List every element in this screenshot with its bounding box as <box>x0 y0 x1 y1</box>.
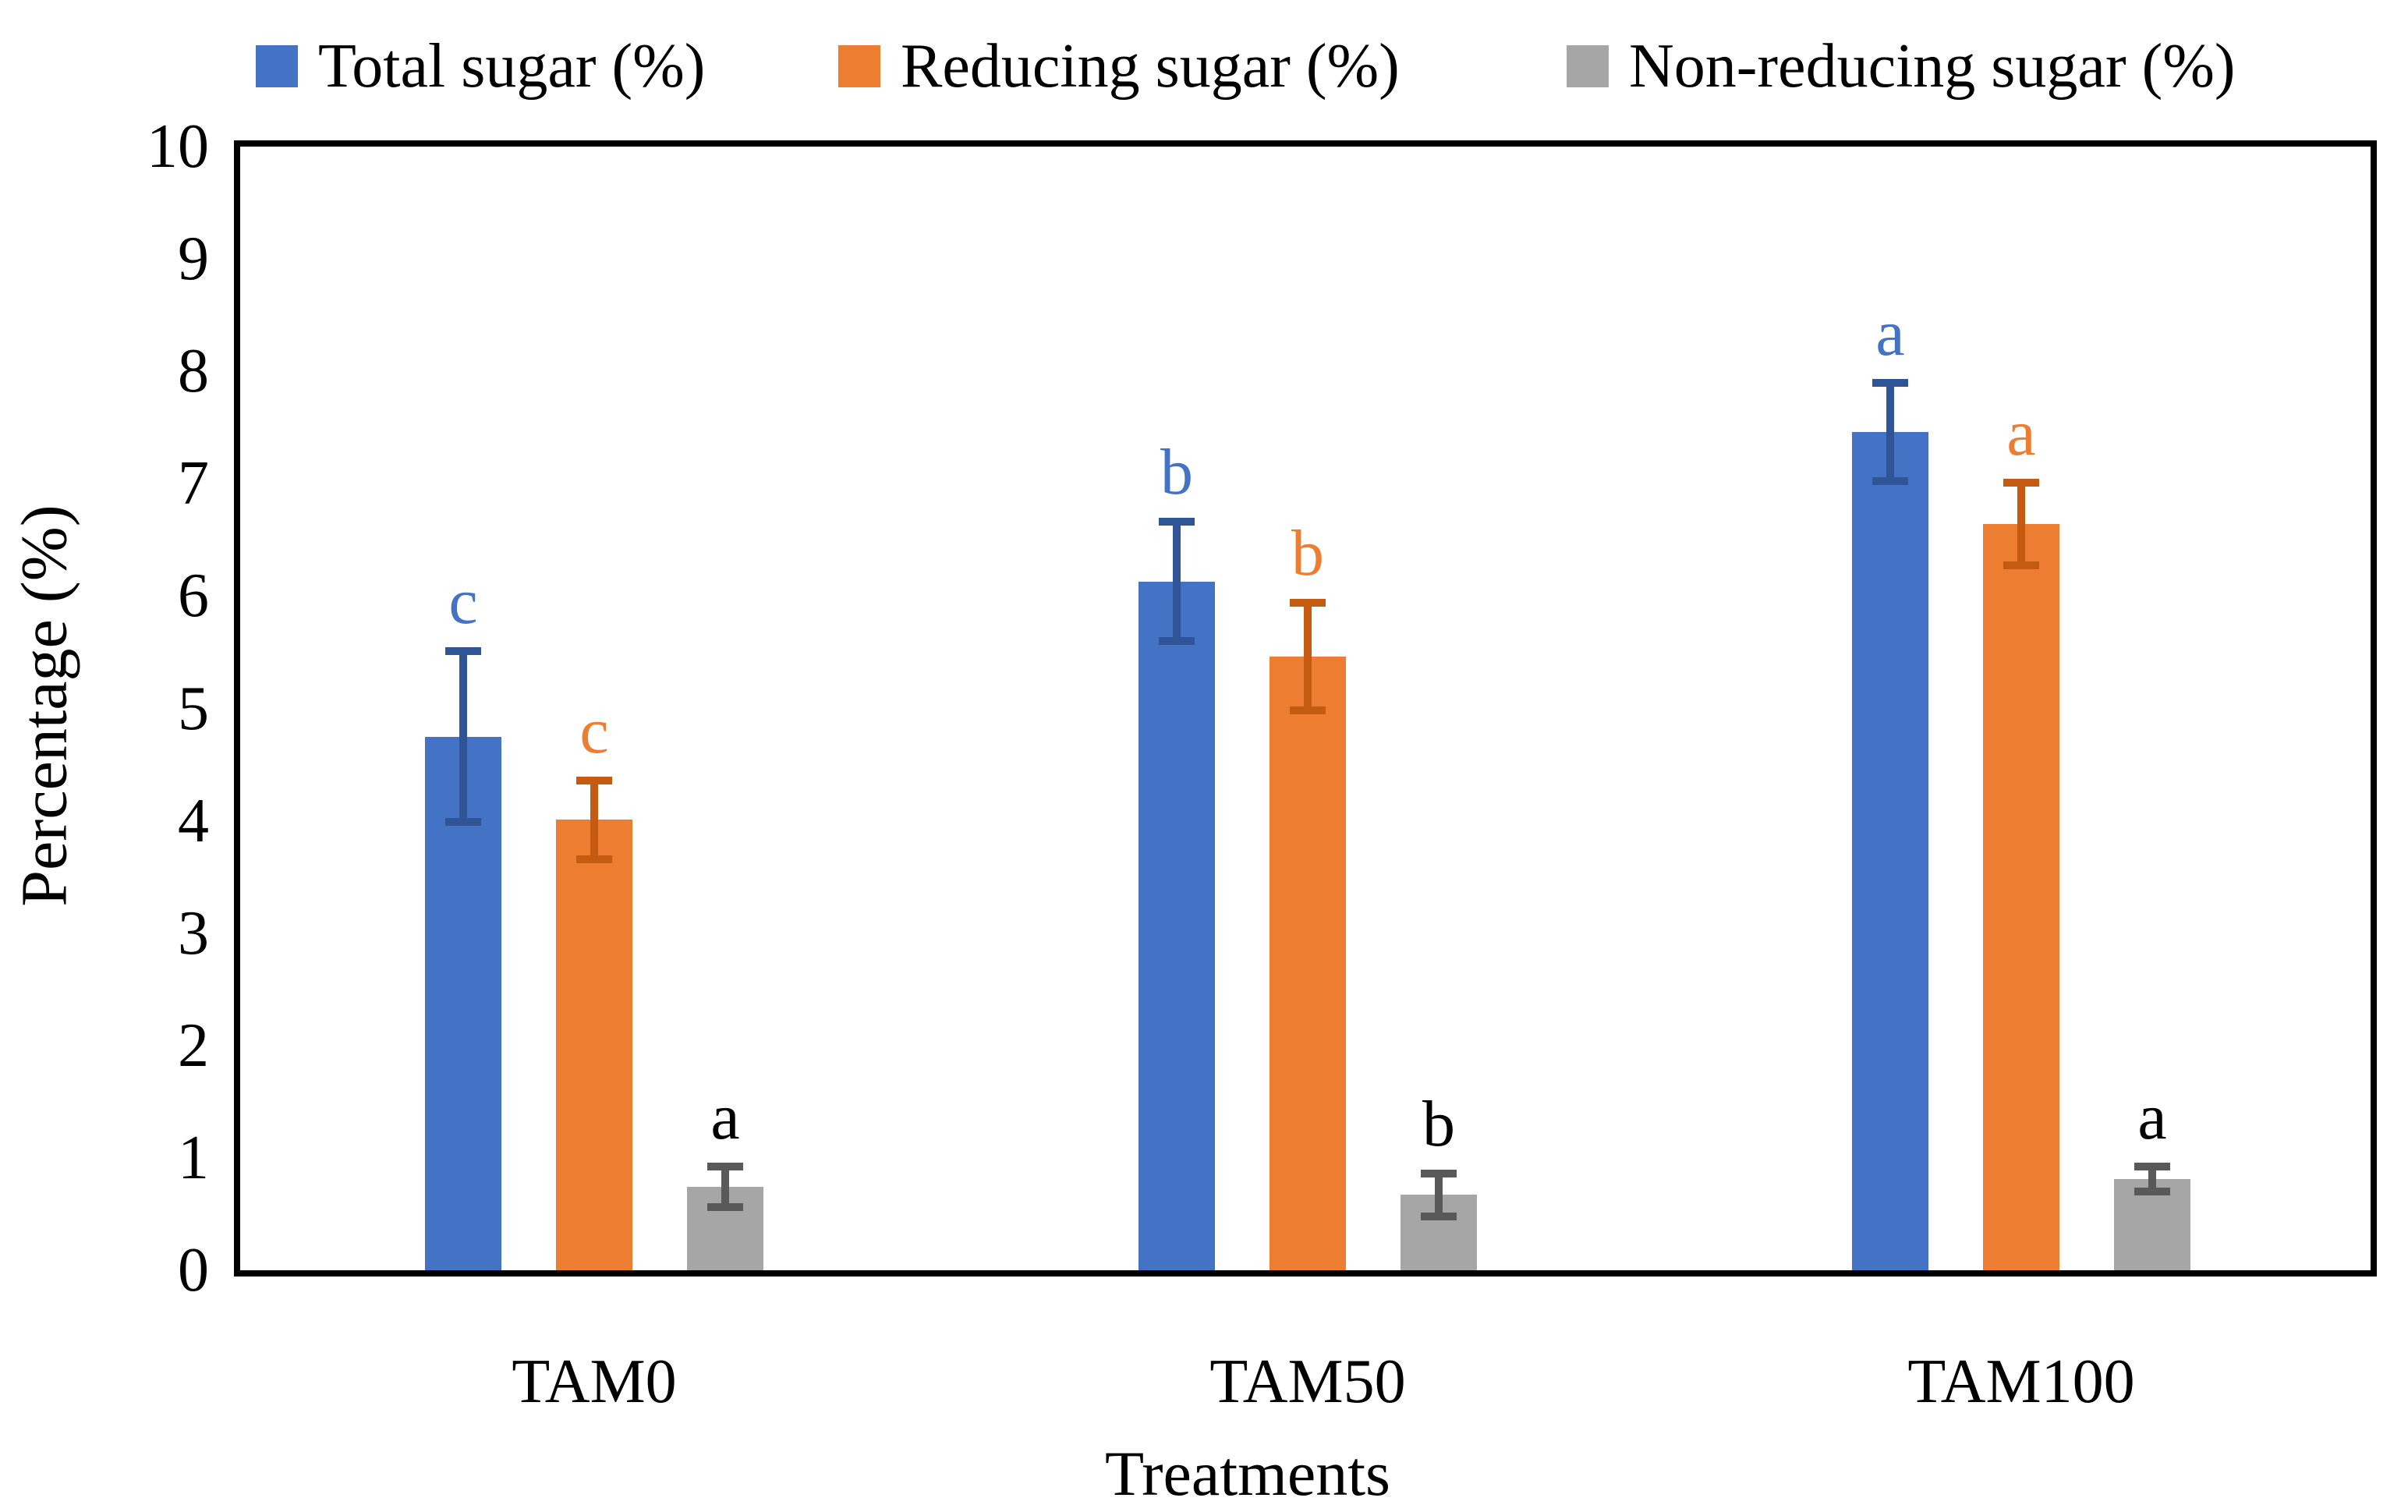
plot-inner: c b a c b a a b a <box>240 147 2371 1270</box>
legend-label-reducing-sugar: Reducing sugar (%) <box>901 32 1400 101</box>
legend-item-reducing-sugar: Reducing sugar (%) <box>838 35 1400 97</box>
significance-letter: c <box>448 565 478 638</box>
significance-letter: a <box>710 1081 740 1154</box>
error-bar-cap <box>2134 1188 2170 1196</box>
bar-TAM100-series2 <box>1983 524 2059 1270</box>
error-bar-cap <box>1872 378 1908 387</box>
y-tick-label-4: 4 <box>178 786 209 855</box>
significance-letter: b <box>1160 436 1193 509</box>
y-tick-label-8: 8 <box>178 337 209 406</box>
error-bar-cap <box>1159 518 1195 526</box>
error-bar <box>590 780 598 859</box>
legend-swatch-total-sugar <box>256 45 298 87</box>
bar-TAM0-series2 <box>556 820 632 1270</box>
significance-letter: a <box>1875 296 1905 370</box>
y-tick-label-9: 9 <box>178 225 209 294</box>
error-bar <box>459 651 467 823</box>
error-bar-cap <box>576 855 612 863</box>
error-bar <box>1435 1174 1443 1216</box>
error-bar <box>1886 382 1894 482</box>
significance-letter: a <box>2137 1081 2167 1154</box>
error-bar <box>2017 482 2025 566</box>
error-bar <box>1173 522 1181 642</box>
x-category-label-TAM100: TAM100 <box>1907 1347 2135 1416</box>
x-category-label-TAM0: TAM0 <box>512 1347 677 1416</box>
legend-swatch-non-reducing-sugar <box>1567 45 1609 87</box>
error-bar-cap <box>707 1163 743 1171</box>
error-bar-cap <box>1872 477 1908 486</box>
y-tick-label-2: 2 <box>178 1011 209 1080</box>
legend-label-total-sugar: Total sugar (%) <box>318 32 706 101</box>
error-bar-cap <box>2003 561 2039 570</box>
error-bar <box>2148 1167 2156 1192</box>
y-tick-label-6: 6 <box>178 561 209 631</box>
significance-letter: c <box>579 694 609 767</box>
error-bar-cap <box>1421 1212 1457 1220</box>
error-bar-cap <box>1290 599 1326 607</box>
y-tick-label-1: 1 <box>178 1123 209 1192</box>
significance-letter: b <box>1291 517 1324 590</box>
error-bar-cap <box>1159 637 1195 646</box>
error-bar-cap <box>2134 1163 2170 1171</box>
legend-label-non-reducing-sugar: Non-reducing sugar (%) <box>1629 32 2236 101</box>
error-bar-cap <box>445 818 481 827</box>
bar-TAM50-series2 <box>1270 657 1346 1270</box>
error-bar-cap <box>1290 706 1326 715</box>
bar-TAM100-series1 <box>1852 432 1928 1270</box>
x-axis-title: Treatments <box>1105 1438 1390 1509</box>
y-tick-label-0: 0 <box>178 1236 209 1305</box>
error-bar <box>1304 603 1312 711</box>
y-tick-label-3: 3 <box>178 898 209 968</box>
error-bar-cap <box>2003 478 2039 487</box>
error-bar-cap <box>576 776 612 784</box>
y-tick-label-10: 10 <box>147 112 209 181</box>
legend-swatch-reducing-sugar <box>838 45 880 87</box>
y-tick-label-5: 5 <box>178 674 209 743</box>
legend-item-non-reducing-sugar: Non-reducing sugar (%) <box>1567 35 2236 97</box>
y-tick-label-7: 7 <box>178 449 209 519</box>
error-bar-cap <box>445 647 481 655</box>
significance-letter: a <box>2006 396 2036 469</box>
significance-letter: b <box>1422 1088 1455 1161</box>
x-category-label-TAM50: TAM50 <box>1209 1347 1406 1416</box>
error-bar-cap <box>1421 1170 1457 1178</box>
error-bar <box>721 1167 729 1208</box>
legend-item-total-sugar: Total sugar (%) <box>256 35 705 97</box>
bar-TAM50-series1 <box>1138 581 1215 1270</box>
error-bar-cap <box>707 1203 743 1212</box>
